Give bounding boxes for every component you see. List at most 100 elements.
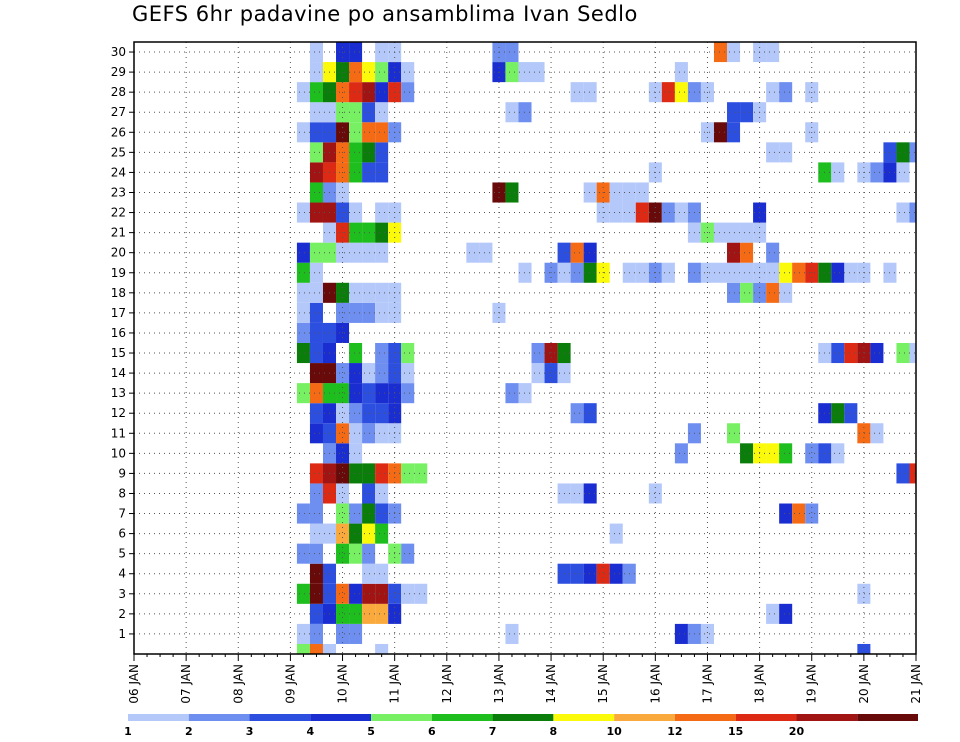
heatmap-cell (375, 122, 389, 143)
plot-frame (133, 41, 917, 655)
heatmap-cell (375, 142, 389, 163)
heatmap-cell (779, 82, 793, 103)
heatmap-cell (375, 463, 389, 484)
y-tick-label: 18 (111, 286, 126, 300)
heatmap-cell (296, 242, 310, 263)
heatmap-cell (401, 383, 415, 404)
heatmap-cell (309, 603, 323, 624)
heatmap-cell (362, 403, 376, 424)
heatmap-cell (727, 102, 741, 123)
heatmap-cell (322, 643, 337, 654)
heatmap-cell (349, 523, 363, 544)
heatmap-cell (375, 503, 389, 524)
grid-lines (134, 42, 917, 654)
heatmap-cell (336, 443, 350, 464)
heatmap-cell (362, 483, 376, 504)
heatmap-cell (296, 322, 310, 343)
heatmap-cell (661, 202, 675, 223)
heatmap-cell (375, 483, 389, 504)
colorbar-label: 3 (246, 725, 254, 738)
heatmap-cell (661, 82, 675, 103)
heatmap-cell (375, 82, 389, 103)
heatmap-cell (401, 583, 415, 604)
heatmap-cell (296, 503, 310, 524)
heatmap-cell (309, 643, 323, 654)
heatmap-cell (805, 443, 819, 464)
heatmap-cell (479, 242, 493, 263)
x-tick-label: 06 JAN (127, 664, 141, 704)
y-tick-label: 9 (118, 466, 126, 480)
heatmap-cell (375, 563, 389, 584)
heatmap-cell (740, 282, 754, 303)
heatmap-cell (414, 463, 428, 484)
heatmap-cell (857, 423, 871, 444)
heatmap-cells (296, 42, 916, 654)
heatmap-cell (362, 282, 376, 303)
heatmap-cell (779, 503, 793, 524)
heatmap-cell (362, 383, 376, 404)
heatmap-cell (309, 42, 323, 63)
heatmap-cell (309, 383, 323, 404)
y-tick-label: 27 (111, 105, 126, 119)
heatmap-cell (349, 42, 363, 63)
heatmap-cell (309, 182, 323, 203)
colorbar-swatch (249, 714, 311, 721)
heatmap-cell (349, 423, 363, 444)
heatmap-cell (674, 623, 688, 644)
y-tick-label: 22 (111, 206, 126, 220)
heatmap-cell (570, 262, 584, 283)
y-tick-label: 19 (111, 266, 126, 280)
heatmap-cell (727, 242, 741, 263)
heatmap-cell (362, 543, 376, 564)
y-tick-label: 13 (111, 386, 126, 400)
x-tick-label: 08 JAN (231, 664, 245, 704)
heatmap-cell (309, 342, 323, 364)
colorbar-swatch (553, 714, 615, 721)
y-tick-label: 11 (111, 426, 126, 440)
heatmap-cell (362, 82, 376, 103)
y-tick-label: 23 (111, 185, 126, 199)
heatmap-cell (362, 423, 376, 444)
heatmap-cell (309, 322, 323, 343)
heatmap-cell (831, 342, 845, 364)
heatmap-cell (583, 403, 597, 424)
heatmap-cell (362, 503, 376, 524)
heatmap-cell (896, 463, 910, 484)
colorbar-swatch (310, 714, 372, 721)
x-tick-label: 21 JAN (909, 664, 923, 704)
y-tick-label: 16 (111, 326, 126, 340)
heatmap-cell (349, 383, 363, 404)
heatmap-cell (362, 583, 376, 604)
heatmap-cell (570, 403, 584, 424)
heatmap-cell (349, 162, 363, 183)
heatmap-cell (349, 583, 363, 604)
heatmap-cell (375, 242, 389, 263)
heatmap-cell (296, 282, 310, 303)
heatmap-cell (336, 523, 350, 544)
heatmap-cell (349, 82, 363, 103)
x-tick-label: 10 JAN (336, 664, 350, 704)
heatmap-cell (349, 342, 363, 364)
heatmap-cell (349, 443, 363, 464)
heatmap-cell (336, 363, 350, 384)
heatmap-cell (401, 62, 415, 83)
x-axis: 06 JAN 07 JAN 08 JAN 09 JAN 10 JAN 11 JAN 12 J… (127, 654, 923, 704)
y-tick-label: 21 (111, 226, 126, 240)
heatmap-cell (296, 643, 310, 654)
heatmap-cell (309, 302, 323, 323)
heatmap-cell (727, 282, 741, 303)
heatmap-cell (309, 102, 323, 123)
heatmap-cell (362, 102, 376, 123)
heatmap-cell (583, 182, 597, 203)
heatmap-cell (713, 122, 728, 143)
heatmap-cell (349, 363, 363, 384)
heatmap-cell (609, 563, 623, 584)
heatmap-cell (700, 623, 714, 644)
heatmap-cell (857, 342, 871, 364)
heatmap-cell (583, 242, 597, 263)
heatmap-cell (375, 423, 389, 444)
heatmap-cell (531, 62, 545, 83)
heatmap-cell (766, 42, 780, 63)
heatmap-cell (609, 523, 623, 544)
